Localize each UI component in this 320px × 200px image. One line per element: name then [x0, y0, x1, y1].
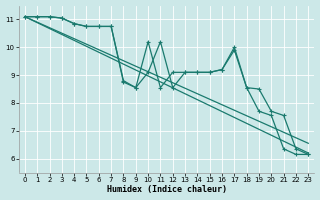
X-axis label: Humidex (Indice chaleur): Humidex (Indice chaleur): [107, 185, 227, 194]
